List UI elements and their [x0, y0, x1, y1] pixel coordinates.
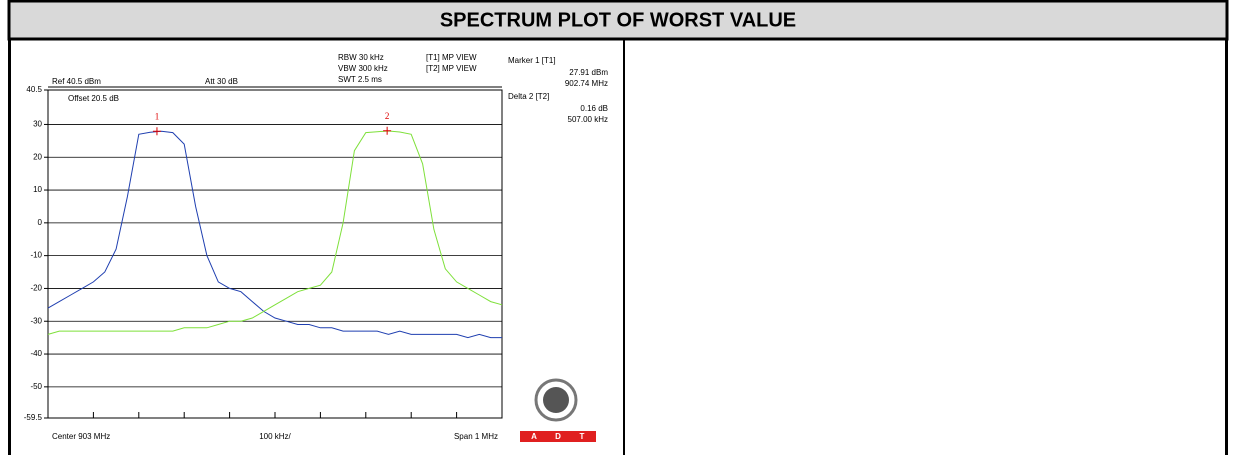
setting: Offset 20.5 dB: [68, 94, 119, 103]
trace: [47, 130, 502, 339]
logo-letter: A: [531, 432, 537, 441]
y-tick-label: -20: [30, 284, 42, 293]
setting: VBW 300 kHz: [338, 64, 388, 73]
marker-info: 27.91 dBm: [569, 68, 608, 77]
setting: RBW 30 kHz: [338, 53, 384, 62]
setting: Ref 40.5 dBm: [52, 77, 101, 86]
x-label: Span 1 MHz: [454, 432, 498, 441]
trace: [47, 130, 503, 335]
marker-info: 0.16 dB: [580, 104, 608, 113]
x-label: Center 903 MHz: [52, 432, 110, 441]
y-tick-label: 20: [33, 152, 42, 161]
y-tick-label: -59.5: [24, 413, 43, 422]
y-tick-label: 40.5: [26, 85, 42, 94]
y-tick-label: 0: [38, 218, 43, 227]
marker-label: 2: [385, 111, 390, 121]
plot-frame: [47, 89, 503, 419]
legend-entry: [T1] MP VIEW: [426, 53, 477, 62]
logo-letter: D: [555, 432, 561, 441]
marker-info: Marker 1 [T1]: [508, 56, 556, 65]
marker: [383, 126, 392, 135]
y-tick-label: -40: [30, 349, 42, 358]
header-title: SPECTRUM PLOT OF WORST VALUE: [440, 9, 796, 31]
marker: [152, 127, 161, 136]
x-label: 100 kHz/: [259, 432, 291, 441]
setting: Att 30 dB: [205, 77, 238, 86]
y-tick-label: -10: [30, 251, 42, 260]
marker-info: Delta 2 [T2]: [508, 92, 549, 101]
marker-info: 902.74 MHz: [565, 79, 608, 88]
y-tick-label: -30: [30, 316, 42, 325]
logo-seal-inner: [543, 387, 569, 413]
logo-band: [520, 431, 596, 442]
header-bar: [7, 0, 1229, 41]
y-tick-label: 10: [33, 185, 42, 194]
logo-letter: T: [580, 432, 585, 441]
setting: SWT 2.5 ms: [338, 75, 382, 84]
logo: [520, 378, 596, 442]
marker-info: 507.00 kHz: [568, 115, 608, 124]
y-tick-label: 30: [33, 120, 42, 129]
legend-entry: [T2] MP VIEW: [426, 64, 477, 73]
marker-label: 1: [155, 111, 160, 121]
y-tick-label: -50: [30, 382, 42, 391]
